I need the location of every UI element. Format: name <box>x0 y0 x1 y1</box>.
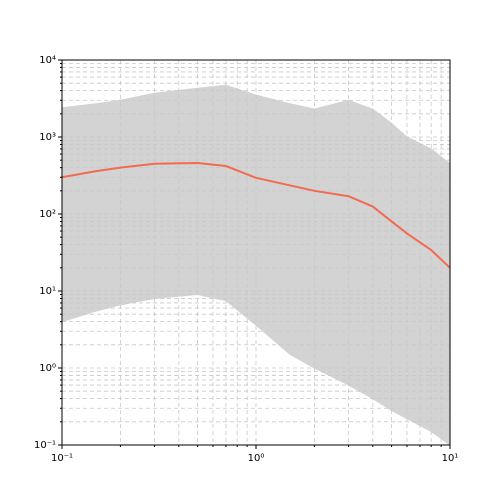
x-tick-label: 10⁻¹ <box>51 453 73 464</box>
y-tick-label: 10⁴ <box>39 55 56 66</box>
plot-frame <box>61 59 451 446</box>
y-tick-label: 10³ <box>39 132 56 143</box>
x-tick-label: 10⁰ <box>248 453 265 464</box>
x-tick-label: 10¹ <box>442 453 459 464</box>
median-line <box>61 161 451 269</box>
y-tick-label: 10¹ <box>39 286 56 297</box>
y-tick-label: 10⁰ <box>39 363 56 374</box>
y-tick-label: 10² <box>39 209 56 220</box>
y-tick-label: 10⁻¹ <box>34 440 56 451</box>
